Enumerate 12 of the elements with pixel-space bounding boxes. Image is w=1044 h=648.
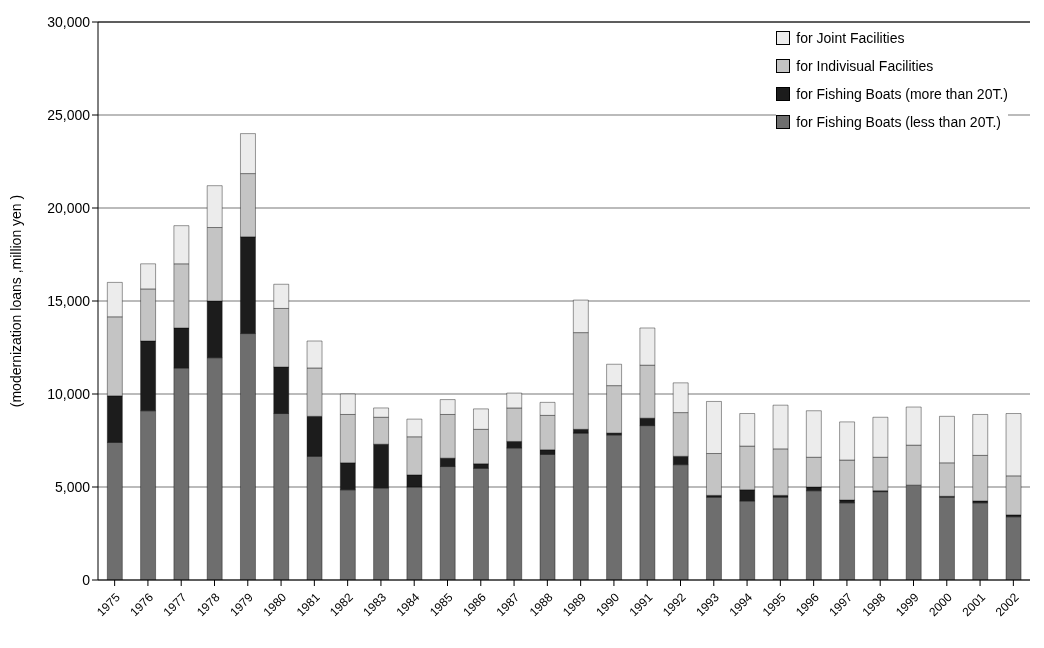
y-tick-label: 25,000	[47, 106, 91, 123]
legend-label: for Fishing Boats (less than 20T.)	[796, 114, 1001, 130]
legend-label: for Indivisual Facilities	[796, 58, 934, 74]
y-tick-label: 15,000	[47, 292, 91, 309]
y-tick-label: 30,000	[47, 13, 91, 30]
y-tick-label: 0	[82, 571, 91, 588]
y-tick-label: 20,000	[47, 199, 91, 216]
y-axis-title: (modernization loans ,million yen )	[7, 194, 24, 408]
legend-label: for Joint Facilities	[796, 30, 905, 46]
legend-label: for Fishing Boats (more than 20T.)	[796, 86, 1008, 102]
y-tick-label: 5,000	[54, 478, 91, 495]
y-tick-label: 10,000	[47, 385, 91, 402]
